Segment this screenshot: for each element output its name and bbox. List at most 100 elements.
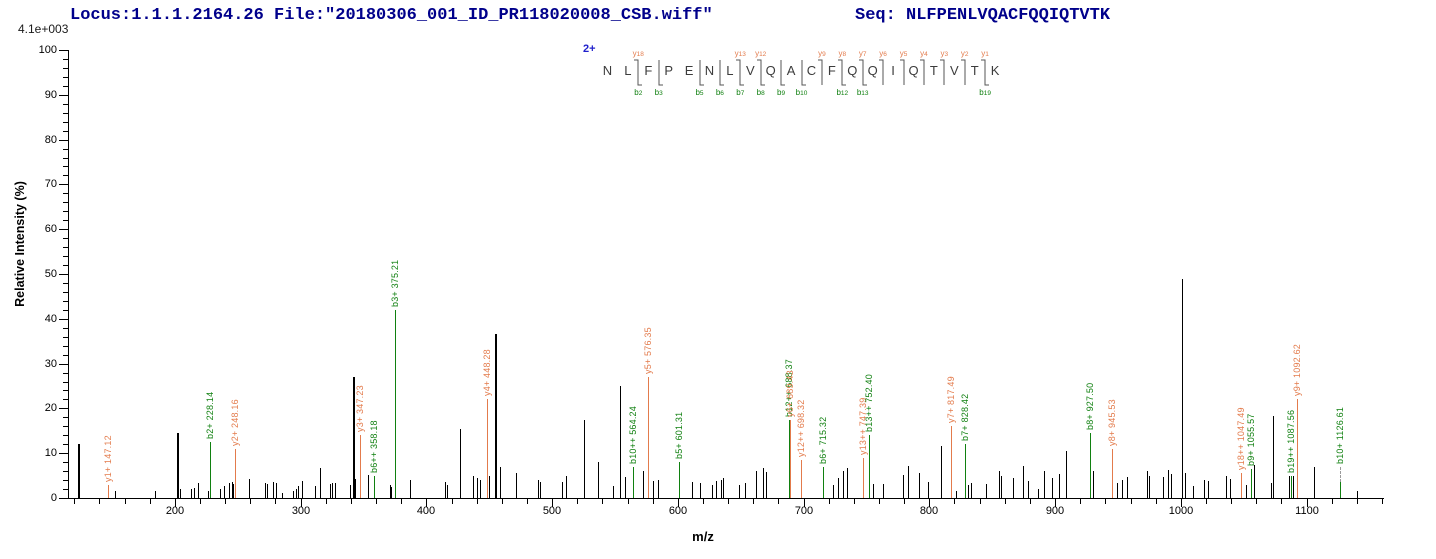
- peak: [658, 480, 659, 498]
- peptide-residue: T: [970, 63, 979, 78]
- labeled-peak-y6+: [790, 420, 791, 498]
- x-tick: [1005, 499, 1006, 504]
- peptide-residue: Q: [908, 63, 919, 78]
- peak: [833, 485, 834, 498]
- peak: [598, 462, 599, 498]
- y-tick: [63, 122, 68, 123]
- peak: [1185, 473, 1186, 498]
- x-tick: [628, 499, 629, 504]
- peak-label: b10++ 564.24: [628, 406, 638, 464]
- x-tick: [1357, 499, 1358, 504]
- peak: [495, 334, 497, 498]
- peak: [302, 481, 303, 498]
- labeled-peak-b7+: [965, 444, 966, 498]
- x-tick-label: 400: [416, 505, 436, 517]
- peak-label: y3+ 347.23: [355, 385, 365, 432]
- peak-label: y2+ 248.16: [230, 399, 240, 446]
- y-tick: [63, 292, 68, 293]
- peak: [1013, 478, 1014, 498]
- peak: [390, 485, 391, 498]
- peak: [220, 489, 221, 498]
- peak: [873, 484, 874, 498]
- y-tick: [63, 462, 68, 463]
- peak-label: b7+ 828.42: [960, 393, 970, 441]
- peak: [315, 486, 316, 498]
- x-tick: [1105, 499, 1106, 504]
- peak: [330, 484, 331, 498]
- x-tick: [804, 499, 805, 507]
- peak: [489, 476, 490, 498]
- locus-file-label: Locus:1.1.1.2164.26 File:"20180306_001_I…: [70, 6, 713, 25]
- y-tick-label: 80: [44, 134, 57, 146]
- x-tick: [678, 499, 679, 507]
- labeled-peak-b10++: [633, 467, 634, 498]
- x-tick: [1156, 499, 1157, 504]
- x-tick: [1307, 499, 1308, 507]
- peak: [368, 475, 369, 498]
- peak: [391, 487, 392, 498]
- peak: [766, 472, 767, 498]
- labeled-peak-b9+: [1251, 469, 1252, 498]
- x-tick: [703, 499, 704, 504]
- peak: [1093, 471, 1094, 498]
- y-tick-label: 30: [44, 358, 57, 370]
- fragment-divider: [699, 60, 704, 86]
- fragment-divider: [780, 60, 786, 86]
- peak: [335, 483, 336, 498]
- fragment-divider: [879, 59, 884, 85]
- peptide-residue: Q: [765, 63, 776, 78]
- peak: [1117, 483, 1118, 498]
- peak: [1038, 489, 1039, 498]
- x-tick: [125, 499, 126, 504]
- peak: [1168, 470, 1169, 498]
- y-ion-marker: y2: [960, 49, 969, 58]
- y-ion-marker: y1: [981, 49, 989, 58]
- peak-label: y1+ 147.12: [103, 435, 113, 482]
- y-tick: [63, 158, 68, 159]
- y-tick: [63, 373, 68, 374]
- peak: [224, 486, 225, 498]
- y-tick: [59, 408, 68, 409]
- peak: [1208, 481, 1209, 498]
- x-tick: [326, 499, 327, 504]
- y-tick-label: 90: [44, 89, 57, 101]
- peak: [194, 488, 195, 498]
- y-tick: [63, 166, 68, 167]
- b-ion-marker: b3: [654, 88, 663, 97]
- b-ion-marker: b9: [777, 88, 786, 97]
- peptide-residue: K: [990, 63, 1000, 78]
- precursor-charge-label: 2+: [583, 43, 596, 55]
- peak: [883, 484, 884, 498]
- peak: [723, 478, 724, 498]
- x-tick: [351, 499, 352, 504]
- x-tick-label: 500: [542, 505, 562, 517]
- peak: [191, 489, 192, 498]
- peak-label: b10+ 1126.61: [1335, 406, 1345, 464]
- y-tick: [63, 104, 68, 105]
- peak: [919, 473, 920, 498]
- x-tick-label: 300: [291, 505, 311, 517]
- labeled-peak-b10+: [1340, 482, 1341, 498]
- labeled-peak-y5+: [648, 377, 649, 498]
- labeled-peak-b6++: [374, 476, 375, 498]
- peak: [445, 482, 446, 498]
- peptide-residue: C: [806, 63, 817, 78]
- y-tick: [63, 68, 68, 69]
- y-ion-marker: y3: [940, 49, 949, 58]
- peak-label: b6+ 715.32: [818, 416, 828, 464]
- peak: [838, 478, 839, 498]
- peak: [700, 483, 701, 498]
- peak: [712, 485, 713, 498]
- y-tick-label: 70: [44, 178, 57, 190]
- fragment-divider: [981, 59, 990, 86]
- y-tick: [63, 382, 68, 383]
- fragment-divider: [899, 59, 904, 85]
- y-tick: [63, 426, 68, 427]
- labeled-peak-b13++: [869, 435, 870, 498]
- peptide-residue: N: [704, 63, 715, 78]
- x-axis-line: [60, 498, 1384, 499]
- peak: [477, 478, 478, 498]
- x-tick: [225, 499, 226, 504]
- fragment-divider: [960, 59, 966, 85]
